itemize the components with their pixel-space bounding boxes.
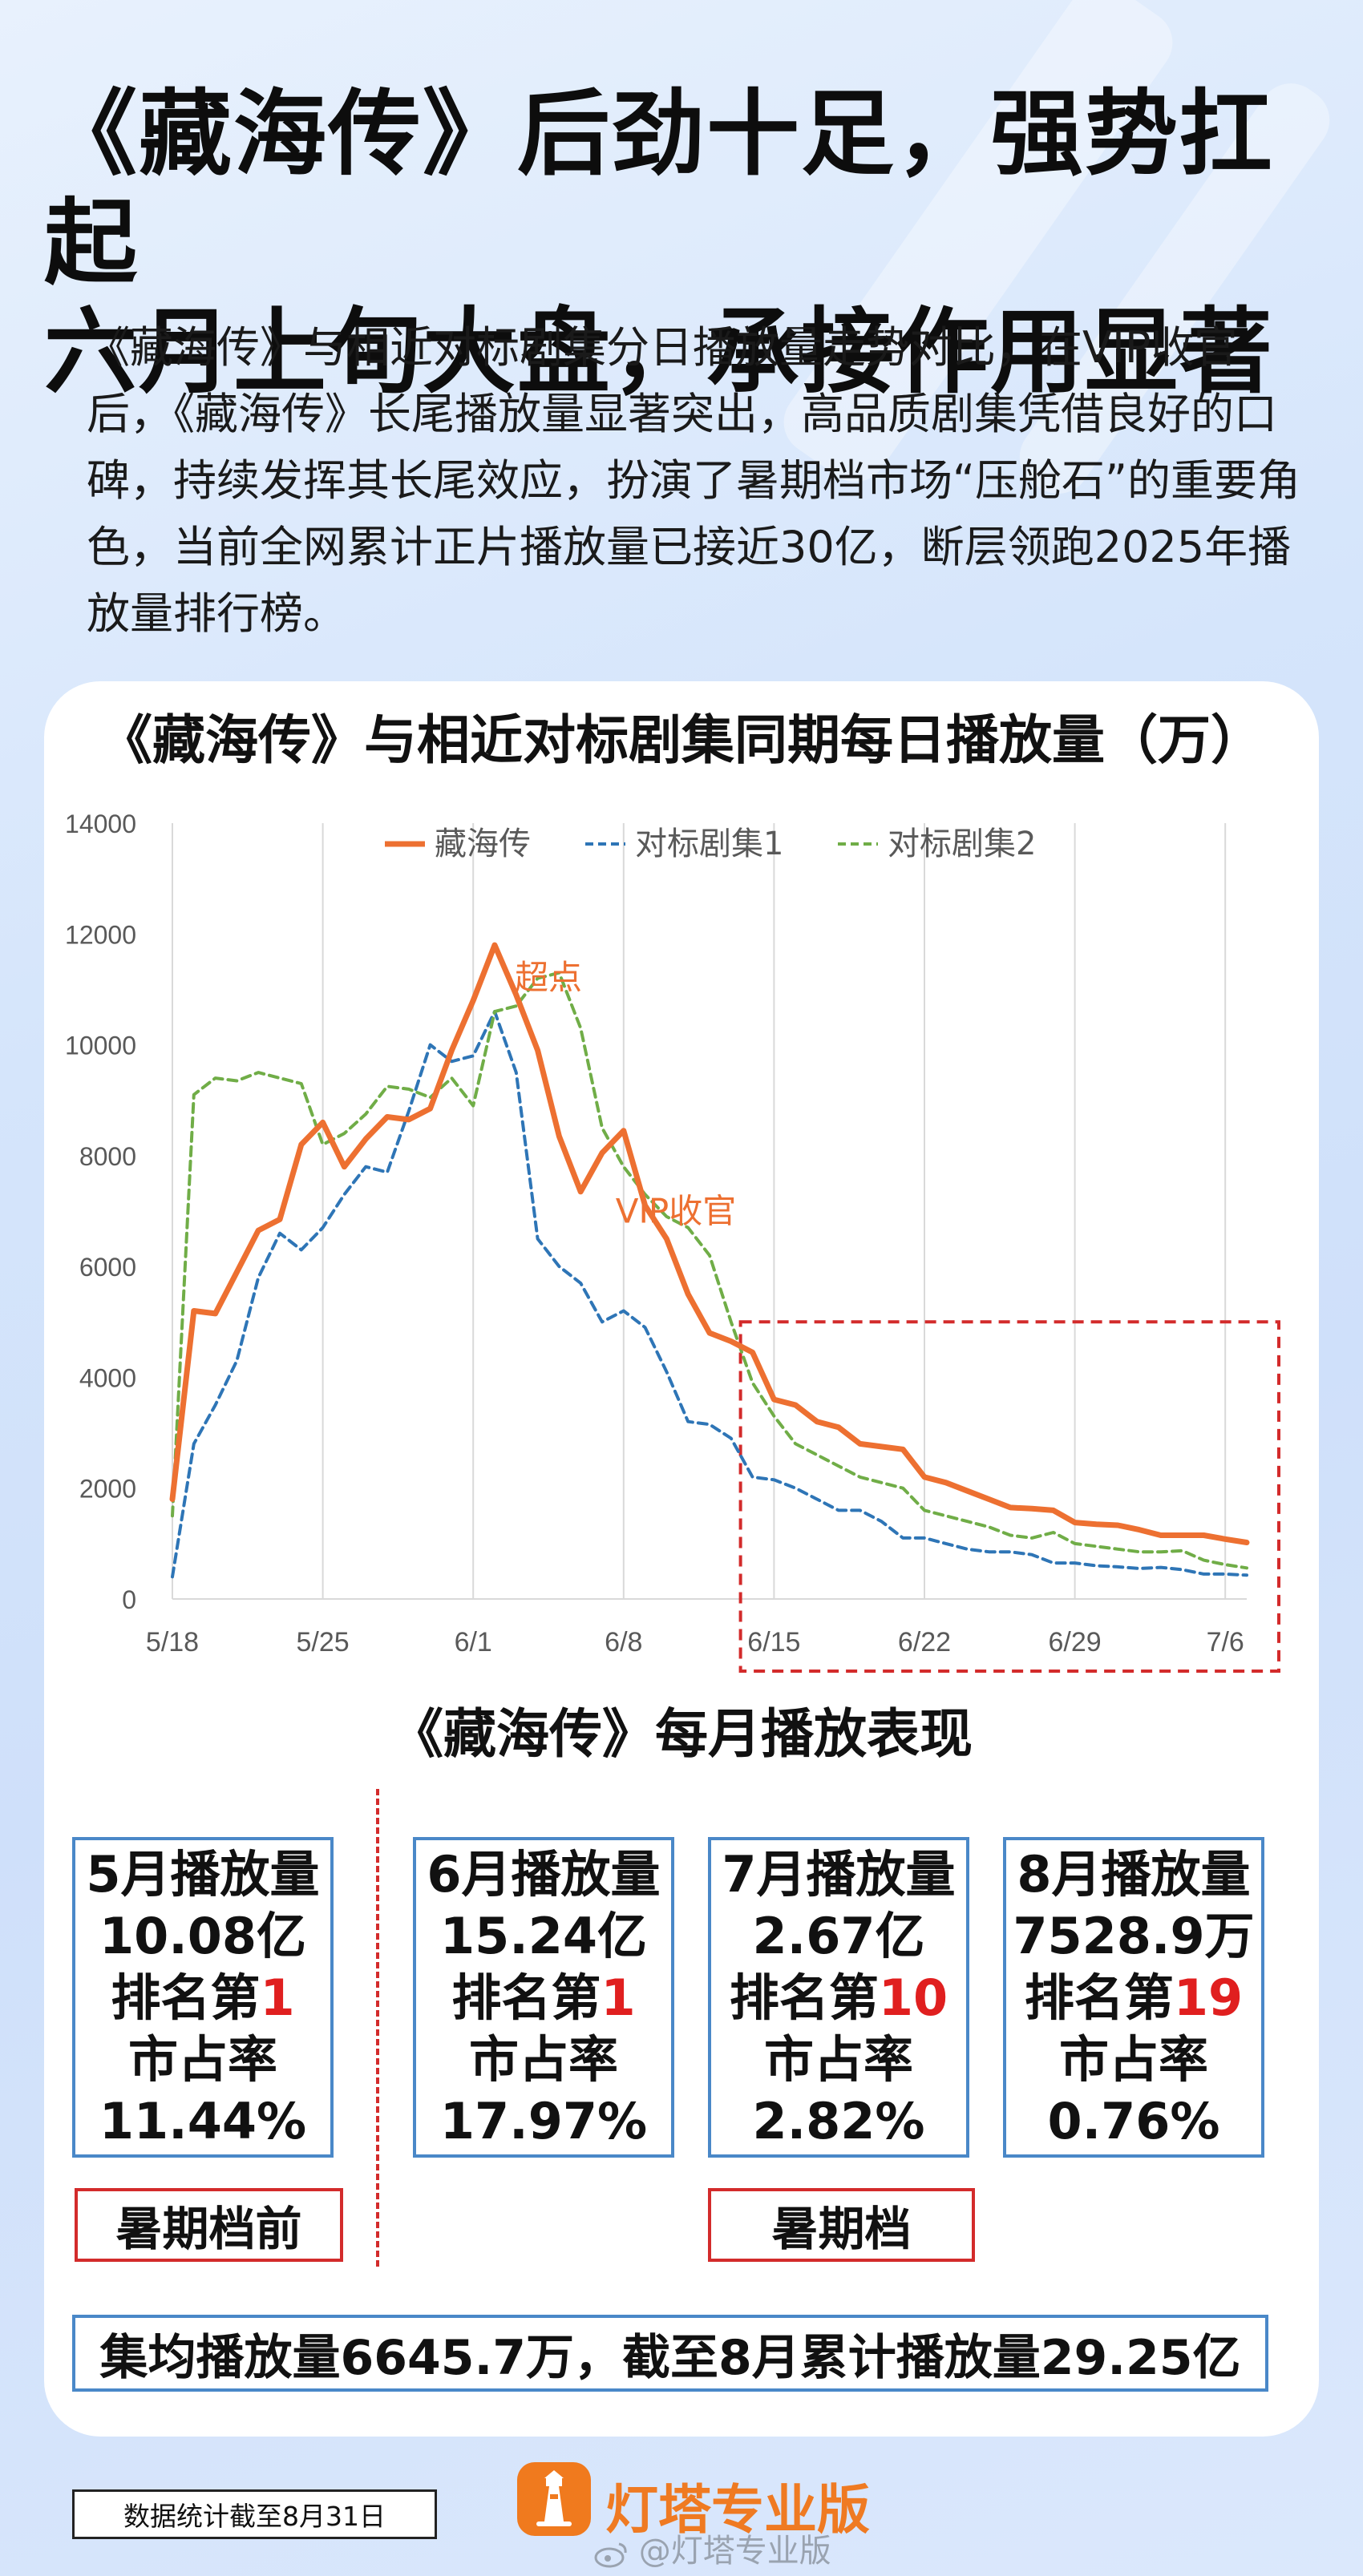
y-tick-label: 14000: [65, 810, 136, 838]
month-rank: 排名第1: [451, 1967, 635, 2029]
tag-pre-summer: 暑期档前: [75, 2188, 343, 2262]
month-box-may: 5月播放量 10.08亿 排名第1 市占率 11.44%: [72, 1837, 334, 2158]
rank-prefix: 排名第: [729, 1968, 879, 2027]
annotation-vip-finale: VIP收官: [616, 1192, 736, 1231]
month-rank: 排名第1: [111, 1967, 294, 2029]
summary-box: 集均播放量6645.7万，截至8月累计播放量29.25亿: [72, 2315, 1268, 2392]
tag-summer: 暑期档: [708, 2188, 975, 2262]
weibo-watermark: @灯塔专业版: [593, 2525, 831, 2571]
intro-paragraph: 《藏海传》与相近对标剧集分日播放量走势对比，在VIP收官后，《藏海传》长尾播放量…: [87, 322, 1300, 639]
y-tick-label: 8000: [79, 1142, 136, 1171]
month-plays: 15.24亿: [439, 1906, 648, 1965]
x-tick-label: 6/22: [898, 1627, 951, 1657]
month-label: 6月播放量: [427, 1844, 661, 1904]
month-label: 5月播放量: [86, 1844, 320, 1904]
annotation-peak: 超点: [515, 958, 582, 997]
headline-line-2: 六月上旬大盘，承接作用显著: [44, 298, 1274, 406]
headline: 《藏海传》后劲十足，强势扛起 六月上旬大盘，承接作用显著: [44, 80, 1343, 407]
highlight-region: [738, 1320, 1280, 1673]
share-value: 2.82%: [752, 2091, 925, 2150]
y-tick-label: 2000: [79, 1475, 136, 1504]
series-line-2: [171, 971, 1248, 1570]
legend-label: 藏海传: [435, 826, 531, 862]
period-divider: [376, 1789, 379, 2267]
month-plays: 2.67亿: [752, 1906, 925, 1965]
legend-label: 对标剧集1: [635, 826, 783, 862]
weibo-icon: [593, 2539, 629, 2568]
watermark-text: @灯塔专业版: [638, 2533, 831, 2570]
brand-name: 灯塔专业版: [605, 2479, 870, 2541]
rank-number: 1: [601, 1968, 636, 2027]
month-label: 7月播放量: [722, 1844, 956, 1904]
month-rank: 排名第19: [1025, 1967, 1243, 2029]
monthly-title: 《藏海传》每月播放表现: [390, 1703, 973, 1765]
rank-prefix: 排名第: [451, 1968, 601, 2027]
month-plays: 7528.9万: [1013, 1906, 1255, 1965]
x-tick-label: 6/15: [747, 1627, 800, 1657]
headline-line-1: 《藏海传》后劲十足，强势扛起: [44, 80, 1274, 297]
x-tick-label: 7/6: [1207, 1627, 1244, 1657]
month-label: 8月播放量: [1017, 1844, 1251, 1904]
y-tick-label: 0: [122, 1585, 136, 1614]
rank-number: 19: [1173, 1968, 1244, 2027]
x-tick-label: 5/18: [146, 1627, 199, 1657]
month-plays: 10.08亿: [99, 1906, 307, 1965]
y-tick-label: 12000: [65, 920, 136, 949]
share-value: 17.97%: [439, 2091, 648, 2150]
x-tick-label: 5/25: [297, 1627, 350, 1657]
share-label: 市占率: [1058, 2029, 1208, 2089]
month-box-august: 8月播放量 7528.9万 排名第19 市占率 0.76%: [1003, 1837, 1264, 2158]
legend-label: 对标剧集2: [888, 826, 1036, 862]
rank-prefix: 排名第: [1024, 1968, 1174, 2027]
share-label: 市占率: [468, 2029, 618, 2089]
series-line-0: [169, 942, 1250, 1545]
month-rank: 排名第10: [730, 1967, 948, 2029]
rank-number: 1: [260, 1968, 295, 2027]
data-cutoff-note: 数据统计截至8月31日: [72, 2489, 437, 2539]
chart-title: 《藏海传》与相近对标剧集同期每日播放量（万）: [99, 709, 1264, 771]
month-box-june: 6月播放量 15.24亿 排名第1 市占率 17.97%: [413, 1837, 674, 2158]
rank-prefix: 排名第: [111, 1968, 261, 2027]
y-tick-label: 10000: [65, 1032, 136, 1060]
share-label: 市占率: [763, 2029, 913, 2089]
month-box-july: 7月播放量 2.67亿 排名第10 市占率 2.82%: [708, 1837, 969, 2158]
share-value: 0.76%: [1047, 2091, 1220, 2150]
x-tick-label: 6/29: [1049, 1627, 1102, 1657]
x-tick-label: 6/8: [605, 1627, 642, 1657]
lighthouse-logo-icon: [517, 2462, 591, 2536]
y-tick-label: 6000: [79, 1253, 136, 1282]
share-label: 市占率: [127, 2029, 277, 2089]
line-chart: 5/18 5/25 6/1 6/8 6/15 6/22 6/29 7/6 0 2000 4000 60…: [65, 810, 1280, 1673]
share-value: 11.44%: [99, 2091, 307, 2150]
y-tick-label: 4000: [79, 1363, 136, 1392]
rank-number: 10: [878, 1968, 948, 2027]
x-tick-label: 6/1: [455, 1627, 492, 1657]
series-line-1: [171, 1010, 1248, 1579]
